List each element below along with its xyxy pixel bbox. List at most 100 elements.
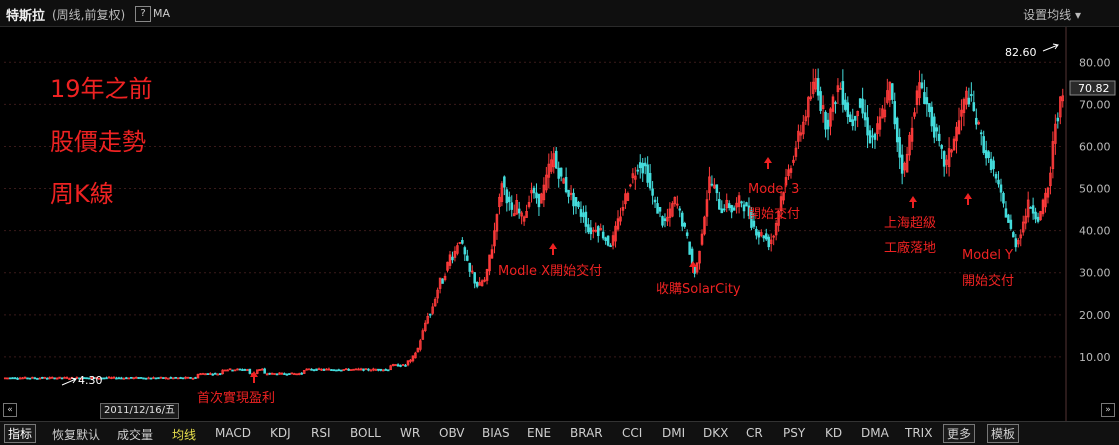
tab-trix[interactable]: TRIX: [905, 426, 933, 440]
ma-settings-dropdown[interactable]: 设置均线 ▾: [1023, 8, 1081, 22]
annotation-arrow: [250, 371, 258, 383]
tab-restore-default[interactable]: 恢复默认: [52, 428, 101, 442]
tab-dkx[interactable]: DKX: [703, 426, 729, 440]
candle-body: [903, 163, 906, 171]
candle-body: [987, 151, 990, 158]
tab-macd[interactable]: MACD: [215, 426, 251, 440]
candle-body: [807, 97, 810, 118]
tab-brar[interactable]: BRAR: [570, 426, 603, 440]
candle-body: [320, 368, 323, 371]
candle-body: [186, 376, 190, 379]
tab-ene[interactable]: ENE: [527, 426, 552, 440]
tab-boll[interactable]: BOLL: [350, 426, 381, 440]
candle-body: [312, 369, 316, 372]
candle-body: [268, 372, 271, 375]
tab-indicators[interactable]: 指标: [4, 424, 37, 443]
candle-body: [288, 373, 291, 375]
candle-body: [372, 368, 375, 371]
candle-body: [905, 153, 909, 173]
tab-volume[interactable]: 成交量: [117, 428, 154, 442]
high-price-label: 82.60: [1005, 46, 1037, 59]
candle-body: [322, 369, 326, 371]
candle-body: [718, 199, 721, 210]
candle-body: [65, 377, 69, 379]
candle-body: [851, 119, 855, 127]
candle-body: [18, 377, 22, 380]
candle-body: [853, 115, 857, 121]
candle-body: [194, 377, 197, 379]
candle-body: [43, 376, 47, 379]
tab-cr[interactable]: CR: [746, 426, 763, 440]
stock-title[interactable]: 特斯拉: [6, 9, 46, 24]
candle-body: [614, 225, 617, 242]
tab-template[interactable]: 模板: [987, 424, 1020, 443]
candle-body: [1024, 215, 1027, 224]
tab-dma[interactable]: DMA: [861, 426, 889, 440]
candle-body: [409, 359, 412, 362]
candle-body: [424, 322, 427, 331]
candle-body: [685, 232, 689, 236]
candle-body: [839, 88, 842, 90]
tab-rsi[interactable]: RSI: [311, 426, 331, 440]
candle-body: [797, 130, 800, 142]
tab-more[interactable]: 更多: [943, 424, 976, 443]
tab-ma[interactable]: 均线: [172, 428, 197, 442]
candle-body: [152, 377, 155, 379]
candle-body: [925, 97, 929, 105]
candle-body: [265, 373, 269, 376]
tab-cci[interactable]: CCI: [622, 426, 643, 440]
candle-body: [589, 227, 593, 235]
tab-wr[interactable]: WR: [400, 426, 421, 440]
candle-body: [923, 92, 926, 105]
candle-body: [611, 235, 615, 246]
tab-kdj[interactable]: KDJ: [270, 426, 291, 440]
candle-body: [446, 261, 449, 271]
tab-kd[interactable]: KD: [825, 426, 843, 440]
candle-body: [129, 376, 133, 379]
candle-body: [8, 377, 12, 380]
candle-body: [849, 114, 852, 123]
candle-body: [421, 330, 425, 340]
scroll-left-button[interactable]: «: [3, 403, 17, 417]
candle-body: [120, 377, 123, 380]
candle-body: [888, 81, 892, 101]
help-button[interactable]: ?: [135, 6, 151, 22]
tab-bias[interactable]: BIAS: [482, 426, 510, 440]
candlestick-chart[interactable]: 10.00 20.00 30.00 40.00 50.00 60.00 70.00 80.00…: [0, 27, 1119, 421]
candle-body: [226, 369, 229, 372]
candle-body: [107, 376, 111, 379]
candle-body: [384, 369, 388, 371]
tab-psy[interactable]: PSY: [783, 426, 806, 440]
candle-body: [937, 133, 941, 142]
candle-body: [876, 123, 879, 135]
candle-body: [841, 81, 845, 105]
cursor-date-box: 2011/12/16/五: [100, 403, 180, 419]
tab-obv[interactable]: OBV: [439, 426, 465, 440]
candle-body: [1021, 221, 1025, 233]
candle-body: [53, 377, 56, 380]
candle-body: [1014, 238, 1018, 248]
candle-body: [204, 373, 207, 376]
candle-body: [110, 377, 113, 380]
candle-body: [886, 90, 889, 103]
candle-body: [972, 102, 976, 112]
candle-body: [505, 189, 509, 204]
candle-body: [90, 377, 93, 379]
candle-body: [658, 206, 662, 212]
candle-body: [601, 231, 605, 239]
candle-body: [1056, 117, 1060, 122]
candle-body: [742, 204, 746, 212]
candle-body: [908, 134, 911, 156]
candle-body: [221, 369, 224, 375]
candle-body: [448, 254, 452, 266]
candle-body: [530, 189, 533, 194]
candle-body: [881, 108, 884, 119]
candle-body: [41, 376, 44, 379]
overlay-text: 19年之前 股價走勢 周K線: [50, 75, 153, 208]
candle-body: [784, 177, 788, 186]
scroll-right-button[interactable]: »: [1101, 403, 1115, 417]
tab-dmi[interactable]: DMI: [662, 426, 686, 440]
candle-body: [569, 192, 573, 195]
candle-body: [587, 224, 590, 233]
price-marks: 82.60 4.30 70.82: [78, 46, 1116, 387]
